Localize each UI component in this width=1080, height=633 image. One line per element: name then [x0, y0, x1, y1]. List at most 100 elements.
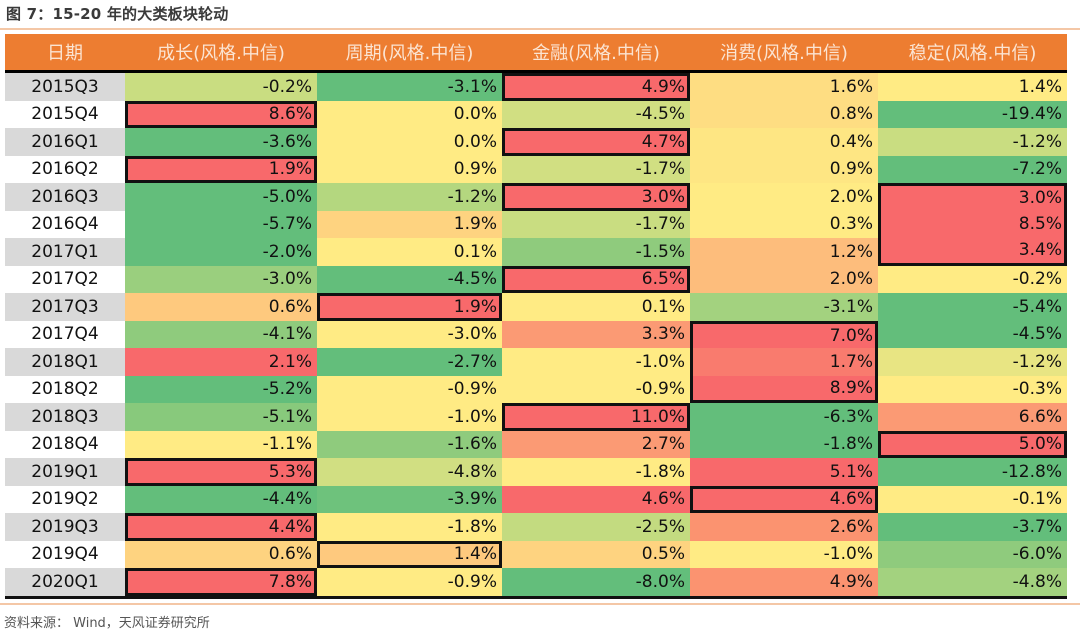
- stable-cell: -1.2%: [878, 348, 1067, 376]
- cycle-cell: -1.2%: [317, 183, 502, 211]
- date-cell: 2015Q4: [5, 100, 125, 128]
- finance-cell: 0.1%: [502, 293, 690, 321]
- date-cell: 2017Q3: [5, 293, 125, 321]
- cycle-cell: 1.9%: [317, 210, 502, 238]
- growth-cell: -2.0%: [125, 238, 317, 266]
- finance-cell: 2.7%: [502, 430, 690, 458]
- growth-cell: 5.3%: [125, 458, 317, 486]
- stable-cell: -0.2%: [878, 265, 1067, 293]
- table-bottom-border: [5, 595, 1067, 599]
- finance-cell: -0.9%: [502, 375, 690, 403]
- header-cycle: 周期(风格.中信): [345, 43, 474, 64]
- stable-cell: 3.4%: [878, 238, 1067, 266]
- stable-cell: -12.8%: [878, 458, 1067, 486]
- stable-cell: -5.4%: [878, 293, 1067, 321]
- header-finance: 金融(风格.中信): [532, 43, 660, 64]
- cycle-cell: -3.0%: [317, 320, 502, 348]
- table-row: 2018Q1 2.1% -2.7% -1.0% 1.7% -1.2%: [5, 348, 1067, 376]
- table-row: 2017Q4 -4.1% -3.0% 3.3% 7.0% -4.5%: [5, 320, 1067, 348]
- date-cell: 2016Q1: [5, 128, 125, 156]
- finance-cell: -2.5%: [502, 513, 690, 541]
- cycle-cell: 1.4%: [317, 540, 502, 568]
- cycle-cell: 1.9%: [317, 293, 502, 321]
- growth-cell: -4.4%: [125, 485, 317, 513]
- finance-cell: 4.6%: [502, 485, 690, 513]
- header-date: 日期: [47, 43, 83, 64]
- stable-cell: 3.0%: [878, 183, 1067, 211]
- consumer-cell: 8.9%: [690, 375, 878, 403]
- cycle-cell: -0.9%: [317, 375, 502, 403]
- consumer-cell: -6.3%: [690, 403, 878, 431]
- finance-cell: -1.7%: [502, 155, 690, 183]
- finance-cell: -1.7%: [502, 210, 690, 238]
- table-row: 2018Q4 -1.1% -1.6% 2.7% -1.8% 5.0%: [5, 430, 1067, 458]
- growth-cell: -4.1%: [125, 320, 317, 348]
- finance-cell: -8.0%: [502, 568, 690, 596]
- date-cell: 2015Q3: [5, 73, 125, 101]
- consumer-cell: -1.0%: [690, 540, 878, 568]
- table-row: 2018Q3 -5.1% -1.0% 11.0% -6.3% 6.6%: [5, 403, 1067, 431]
- consumer-cell: 2.6%: [690, 513, 878, 541]
- stable-cell: -0.1%: [878, 485, 1067, 513]
- date-cell: 2017Q4: [5, 320, 125, 348]
- cycle-cell: -3.1%: [317, 73, 502, 101]
- finance-cell: 4.9%: [502, 73, 690, 101]
- table-row: 2016Q3 -5.0% -1.2% 3.0% 2.0% 3.0%: [5, 183, 1067, 211]
- stable-cell: 1.4%: [878, 73, 1067, 101]
- growth-cell: -5.0%: [125, 183, 317, 211]
- stable-cell: -3.7%: [878, 513, 1067, 541]
- date-cell: 2019Q3: [5, 513, 125, 541]
- table-row: 2019Q2 -4.4% -3.9% 4.6% 4.6% -0.1%: [5, 485, 1067, 513]
- bottom-divider: [0, 603, 1080, 605]
- date-cell: 2019Q4: [5, 540, 125, 568]
- table-row: 2020Q1 7.8% -0.9% -8.0% 4.9% -4.8%: [5, 568, 1067, 596]
- finance-cell: -1.8%: [502, 458, 690, 486]
- growth-cell: -3.0%: [125, 265, 317, 293]
- stable-cell: -4.5%: [878, 320, 1067, 348]
- growth-cell: 0.6%: [125, 540, 317, 568]
- header-consumer: 消费(风格.中信): [720, 43, 848, 64]
- finance-cell: 3.3%: [502, 320, 690, 348]
- table-row: 2016Q1 -3.6% 0.0% 4.7% 0.4% -1.2%: [5, 128, 1067, 156]
- date-cell: 2019Q1: [5, 458, 125, 486]
- consumer-cell: 0.9%: [690, 155, 878, 183]
- table-body: 2015Q3 -0.2% -3.1% 4.9% 1.6% 1.4% 2015Q4 8.6% 0.…: [5, 73, 1067, 596]
- growth-cell: -5.7%: [125, 210, 317, 238]
- consumer-cell: 7.0%: [690, 320, 878, 348]
- consumer-cell: 2.0%: [690, 265, 878, 293]
- table-row: 2019Q4 0.6% 1.4% 0.5% -1.0% -6.0%: [5, 540, 1067, 568]
- finance-cell: 4.7%: [502, 128, 690, 156]
- table-row: 2016Q4 -5.7% 1.9% -1.7% 0.3% 8.5%: [5, 210, 1067, 238]
- growth-cell: -3.6%: [125, 128, 317, 156]
- consumer-cell: 1.6%: [690, 73, 878, 101]
- cycle-cell: -1.6%: [317, 430, 502, 458]
- cycle-cell: 0.9%: [317, 155, 502, 183]
- header-growth: 成长(风格.中信): [157, 43, 285, 64]
- consumer-cell: 1.2%: [690, 238, 878, 266]
- growth-cell: 7.8%: [125, 568, 317, 596]
- stable-cell: -4.8%: [878, 568, 1067, 596]
- date-cell: 2020Q1: [5, 568, 125, 596]
- table-row: 2017Q3 0.6% 1.9% 0.1% -3.1% -5.4%: [5, 293, 1067, 321]
- growth-cell: 4.4%: [125, 513, 317, 541]
- stable-cell: -7.2%: [878, 155, 1067, 183]
- cycle-cell: -0.9%: [317, 568, 502, 596]
- cycle-cell: -4.5%: [317, 265, 502, 293]
- consumer-cell: 0.3%: [690, 210, 878, 238]
- figure-title: 图 7：15-20 年的大类板块轮动: [6, 5, 229, 23]
- finance-cell: 0.5%: [502, 540, 690, 568]
- finance-cell: 11.0%: [502, 403, 690, 431]
- finance-cell: -1.5%: [502, 238, 690, 266]
- stable-cell: -19.4%: [878, 100, 1067, 128]
- consumer-cell: 4.6%: [690, 485, 878, 513]
- stable-cell: -6.0%: [878, 540, 1067, 568]
- consumer-cell: 2.0%: [690, 183, 878, 211]
- stable-cell: 6.6%: [878, 403, 1067, 431]
- consumer-cell: 0.8%: [690, 100, 878, 128]
- finance-cell: -1.0%: [502, 348, 690, 376]
- cycle-cell: -3.9%: [317, 485, 502, 513]
- source-note: 资料来源： Wind，天风证券研究所: [4, 616, 210, 631]
- growth-cell: 0.6%: [125, 293, 317, 321]
- stable-cell: 5.0%: [878, 430, 1067, 458]
- cycle-cell: -4.8%: [317, 458, 502, 486]
